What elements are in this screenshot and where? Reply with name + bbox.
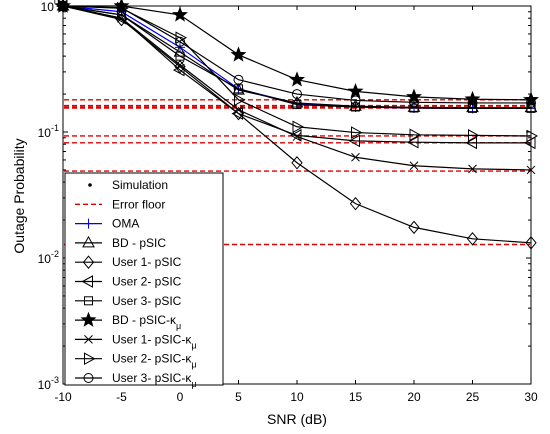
data-point xyxy=(467,97,478,108)
data-point xyxy=(175,42,185,53)
data-point xyxy=(468,164,477,174)
data-point xyxy=(175,51,185,61)
y-tick-label: 100 xyxy=(41,0,59,14)
data-point xyxy=(172,6,188,22)
data-point xyxy=(409,97,419,108)
x-tick-label: 20 xyxy=(407,390,421,404)
data-point xyxy=(230,46,247,62)
series-7 xyxy=(58,0,539,143)
data-point xyxy=(289,71,305,87)
data-point xyxy=(349,196,362,211)
legend-label: User 3- pSIC xyxy=(112,294,182,308)
series-line xyxy=(62,5,531,109)
data-point xyxy=(233,74,244,85)
legend-marker xyxy=(83,218,94,229)
data-point xyxy=(290,95,304,108)
legend: Simulation Error floor OMA BD - pSIC User 1-… xyxy=(64,172,224,389)
x-tick-label: 10 xyxy=(290,390,304,404)
legend-marker xyxy=(82,255,95,269)
legend-label: BD - pSIC xyxy=(112,236,166,250)
data-point xyxy=(292,132,302,141)
data-point xyxy=(409,128,422,142)
legend-simulation-label: Simulation xyxy=(112,178,168,192)
series-line xyxy=(62,5,531,144)
data-point xyxy=(291,155,303,170)
data-point xyxy=(348,134,360,148)
data-point xyxy=(234,93,246,107)
y-axis-label: Outage Probability xyxy=(11,138,27,253)
data-point xyxy=(116,2,127,13)
legend-label: User 3- pSIC-κμ xyxy=(112,371,197,389)
data-point xyxy=(409,103,419,113)
legend-marker xyxy=(82,235,95,248)
data-point xyxy=(234,105,243,115)
data-point xyxy=(351,102,360,112)
legend-marker xyxy=(84,296,93,306)
legend-label: User 2- pSIC xyxy=(112,275,182,289)
legend-marker xyxy=(80,311,97,327)
data-point xyxy=(526,129,539,143)
x-tick-label: 30 xyxy=(524,390,538,404)
data-point xyxy=(175,60,185,70)
series-line xyxy=(62,5,531,104)
x-tick-label: 25 xyxy=(466,390,480,404)
legend-label: BD - pSIC-κμ xyxy=(112,313,181,331)
x-tick-label: 0 xyxy=(177,390,184,404)
legend-label: User 1- pSIC xyxy=(112,255,182,269)
y-tick-label: 10-2 xyxy=(38,249,59,266)
data-point xyxy=(347,83,364,99)
legend-box xyxy=(64,172,224,386)
data-point xyxy=(292,100,302,110)
data-point xyxy=(466,232,479,246)
series-3 xyxy=(55,0,536,150)
data-point xyxy=(468,103,477,113)
data-point xyxy=(351,152,360,162)
series-line xyxy=(62,5,532,137)
data-point xyxy=(172,63,185,77)
data-point xyxy=(292,120,305,134)
x-tick-label: -5 xyxy=(116,390,127,404)
legend-label: OMA xyxy=(112,217,139,231)
legend-simulation-marker xyxy=(88,183,92,187)
data-point xyxy=(234,84,243,94)
legend-marker xyxy=(84,352,96,366)
data-point xyxy=(351,126,363,139)
data-point xyxy=(117,13,126,23)
data-point xyxy=(350,95,361,106)
data-point xyxy=(406,88,422,104)
y-tick-label: 10-1 xyxy=(38,123,59,140)
data-point xyxy=(406,135,419,149)
legend-label: User 1- pSIC-κμ xyxy=(112,332,197,350)
x-tick-label: 15 xyxy=(349,390,363,404)
x-tick-label: 5 xyxy=(235,390,242,404)
data-point xyxy=(468,129,480,142)
data-point xyxy=(175,31,188,45)
series-line xyxy=(62,5,531,109)
data-point xyxy=(175,36,185,47)
x-axis-label: SNR (dB) xyxy=(267,411,327,427)
data-point xyxy=(408,220,420,235)
data-point xyxy=(349,99,362,111)
legend-error-floor-label: Error floor xyxy=(112,197,165,211)
legend-label: User 2- pSIC-κμ xyxy=(112,352,197,370)
legend-marker xyxy=(83,373,94,383)
legend-marker xyxy=(84,335,93,344)
data-point xyxy=(409,161,419,171)
legend-marker xyxy=(81,275,93,288)
data-point xyxy=(465,136,477,150)
data-point xyxy=(292,89,302,100)
x-tick-label: -10 xyxy=(54,390,72,404)
